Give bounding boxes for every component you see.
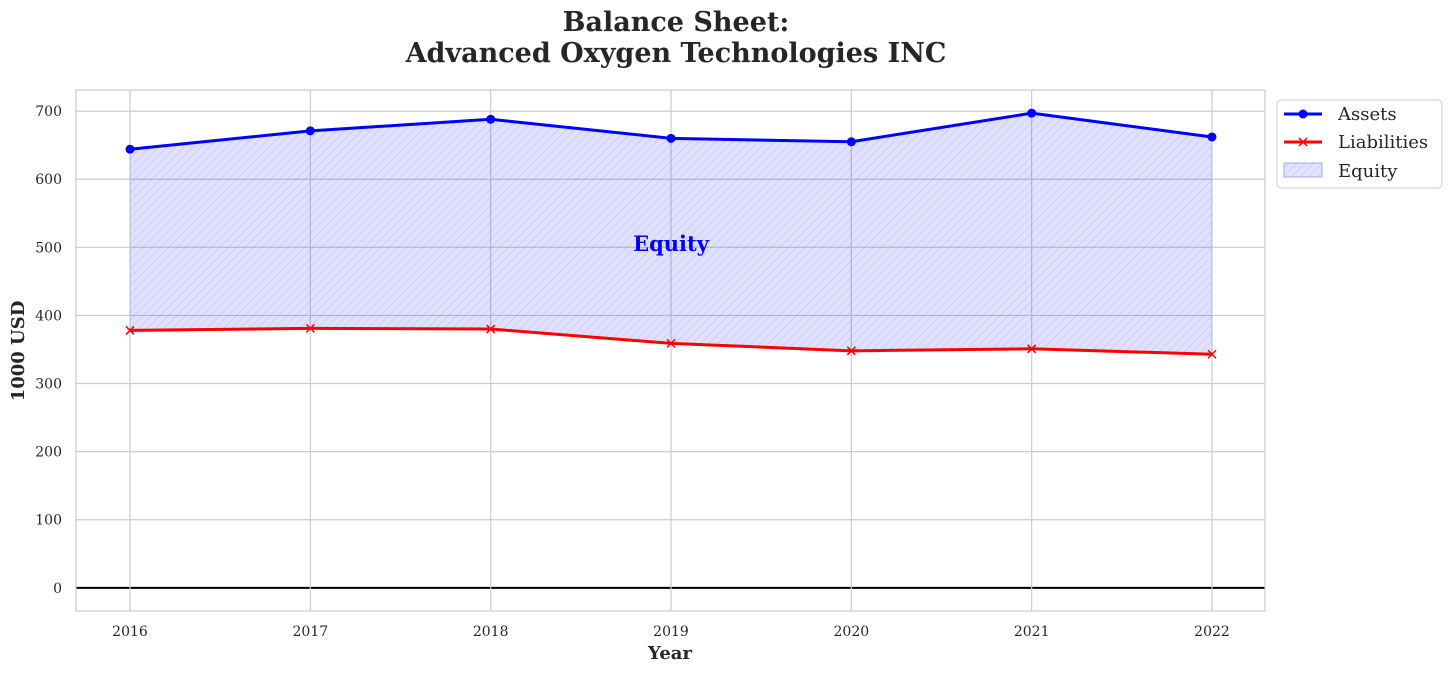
assets-point bbox=[846, 137, 856, 147]
assets-point bbox=[666, 133, 676, 143]
x-tick-label: 2021 bbox=[1014, 624, 1050, 640]
y-tick-label: 300 bbox=[35, 377, 62, 393]
x-tick-label: 2020 bbox=[834, 624, 870, 640]
assets-point bbox=[1027, 108, 1037, 118]
chart-title-line2: Advanced Oxygen Technologies INC bbox=[405, 38, 947, 69]
assets-point bbox=[125, 144, 135, 154]
liabilities-point bbox=[666, 338, 676, 348]
x-tick-label: 2017 bbox=[293, 624, 329, 640]
y-tick-label: 700 bbox=[35, 104, 62, 120]
x-tick-label: 2019 bbox=[653, 624, 689, 640]
y-axis-label: 1000 USD bbox=[8, 301, 29, 402]
y-tick-label: 500 bbox=[35, 240, 62, 256]
x-axis-label: Year bbox=[647, 643, 692, 664]
x-tick-label: 2018 bbox=[473, 624, 509, 640]
legend-assets: Assets bbox=[1337, 104, 1397, 125]
liabilities-point bbox=[486, 324, 496, 334]
legend: Assets Liabilities Equity bbox=[1276, 99, 1443, 189]
y-tick-label: 0 bbox=[53, 581, 62, 597]
chart-title-line1: Balance Sheet: bbox=[563, 7, 790, 38]
assets-point bbox=[486, 114, 496, 124]
equity-annotation: Equity bbox=[633, 231, 710, 256]
liabilities-point bbox=[125, 325, 135, 335]
legend-liabilities: Liabilities bbox=[1338, 132, 1428, 153]
legend-equity: Equity bbox=[1338, 161, 1398, 182]
legend-liabilities-marker bbox=[1298, 137, 1308, 147]
legend-assets-marker bbox=[1298, 109, 1308, 119]
liabilities-point bbox=[305, 323, 315, 333]
liabilities-point bbox=[846, 346, 856, 356]
assets-point bbox=[1207, 132, 1217, 142]
liabilities-point bbox=[1027, 344, 1037, 354]
x-tick-label: 2022 bbox=[1194, 624, 1230, 640]
liabilities-point bbox=[1207, 349, 1217, 359]
y-tick-label: 200 bbox=[35, 445, 62, 461]
x-tick-label: 2016 bbox=[112, 624, 148, 640]
assets-point bbox=[305, 126, 315, 136]
y-tick-label: 400 bbox=[35, 308, 62, 324]
y-tick-label: 100 bbox=[35, 513, 62, 529]
plot-frame bbox=[75, 89, 1266, 612]
equity-hatch bbox=[130, 113, 1212, 355]
y-tick-label: 600 bbox=[35, 172, 62, 188]
